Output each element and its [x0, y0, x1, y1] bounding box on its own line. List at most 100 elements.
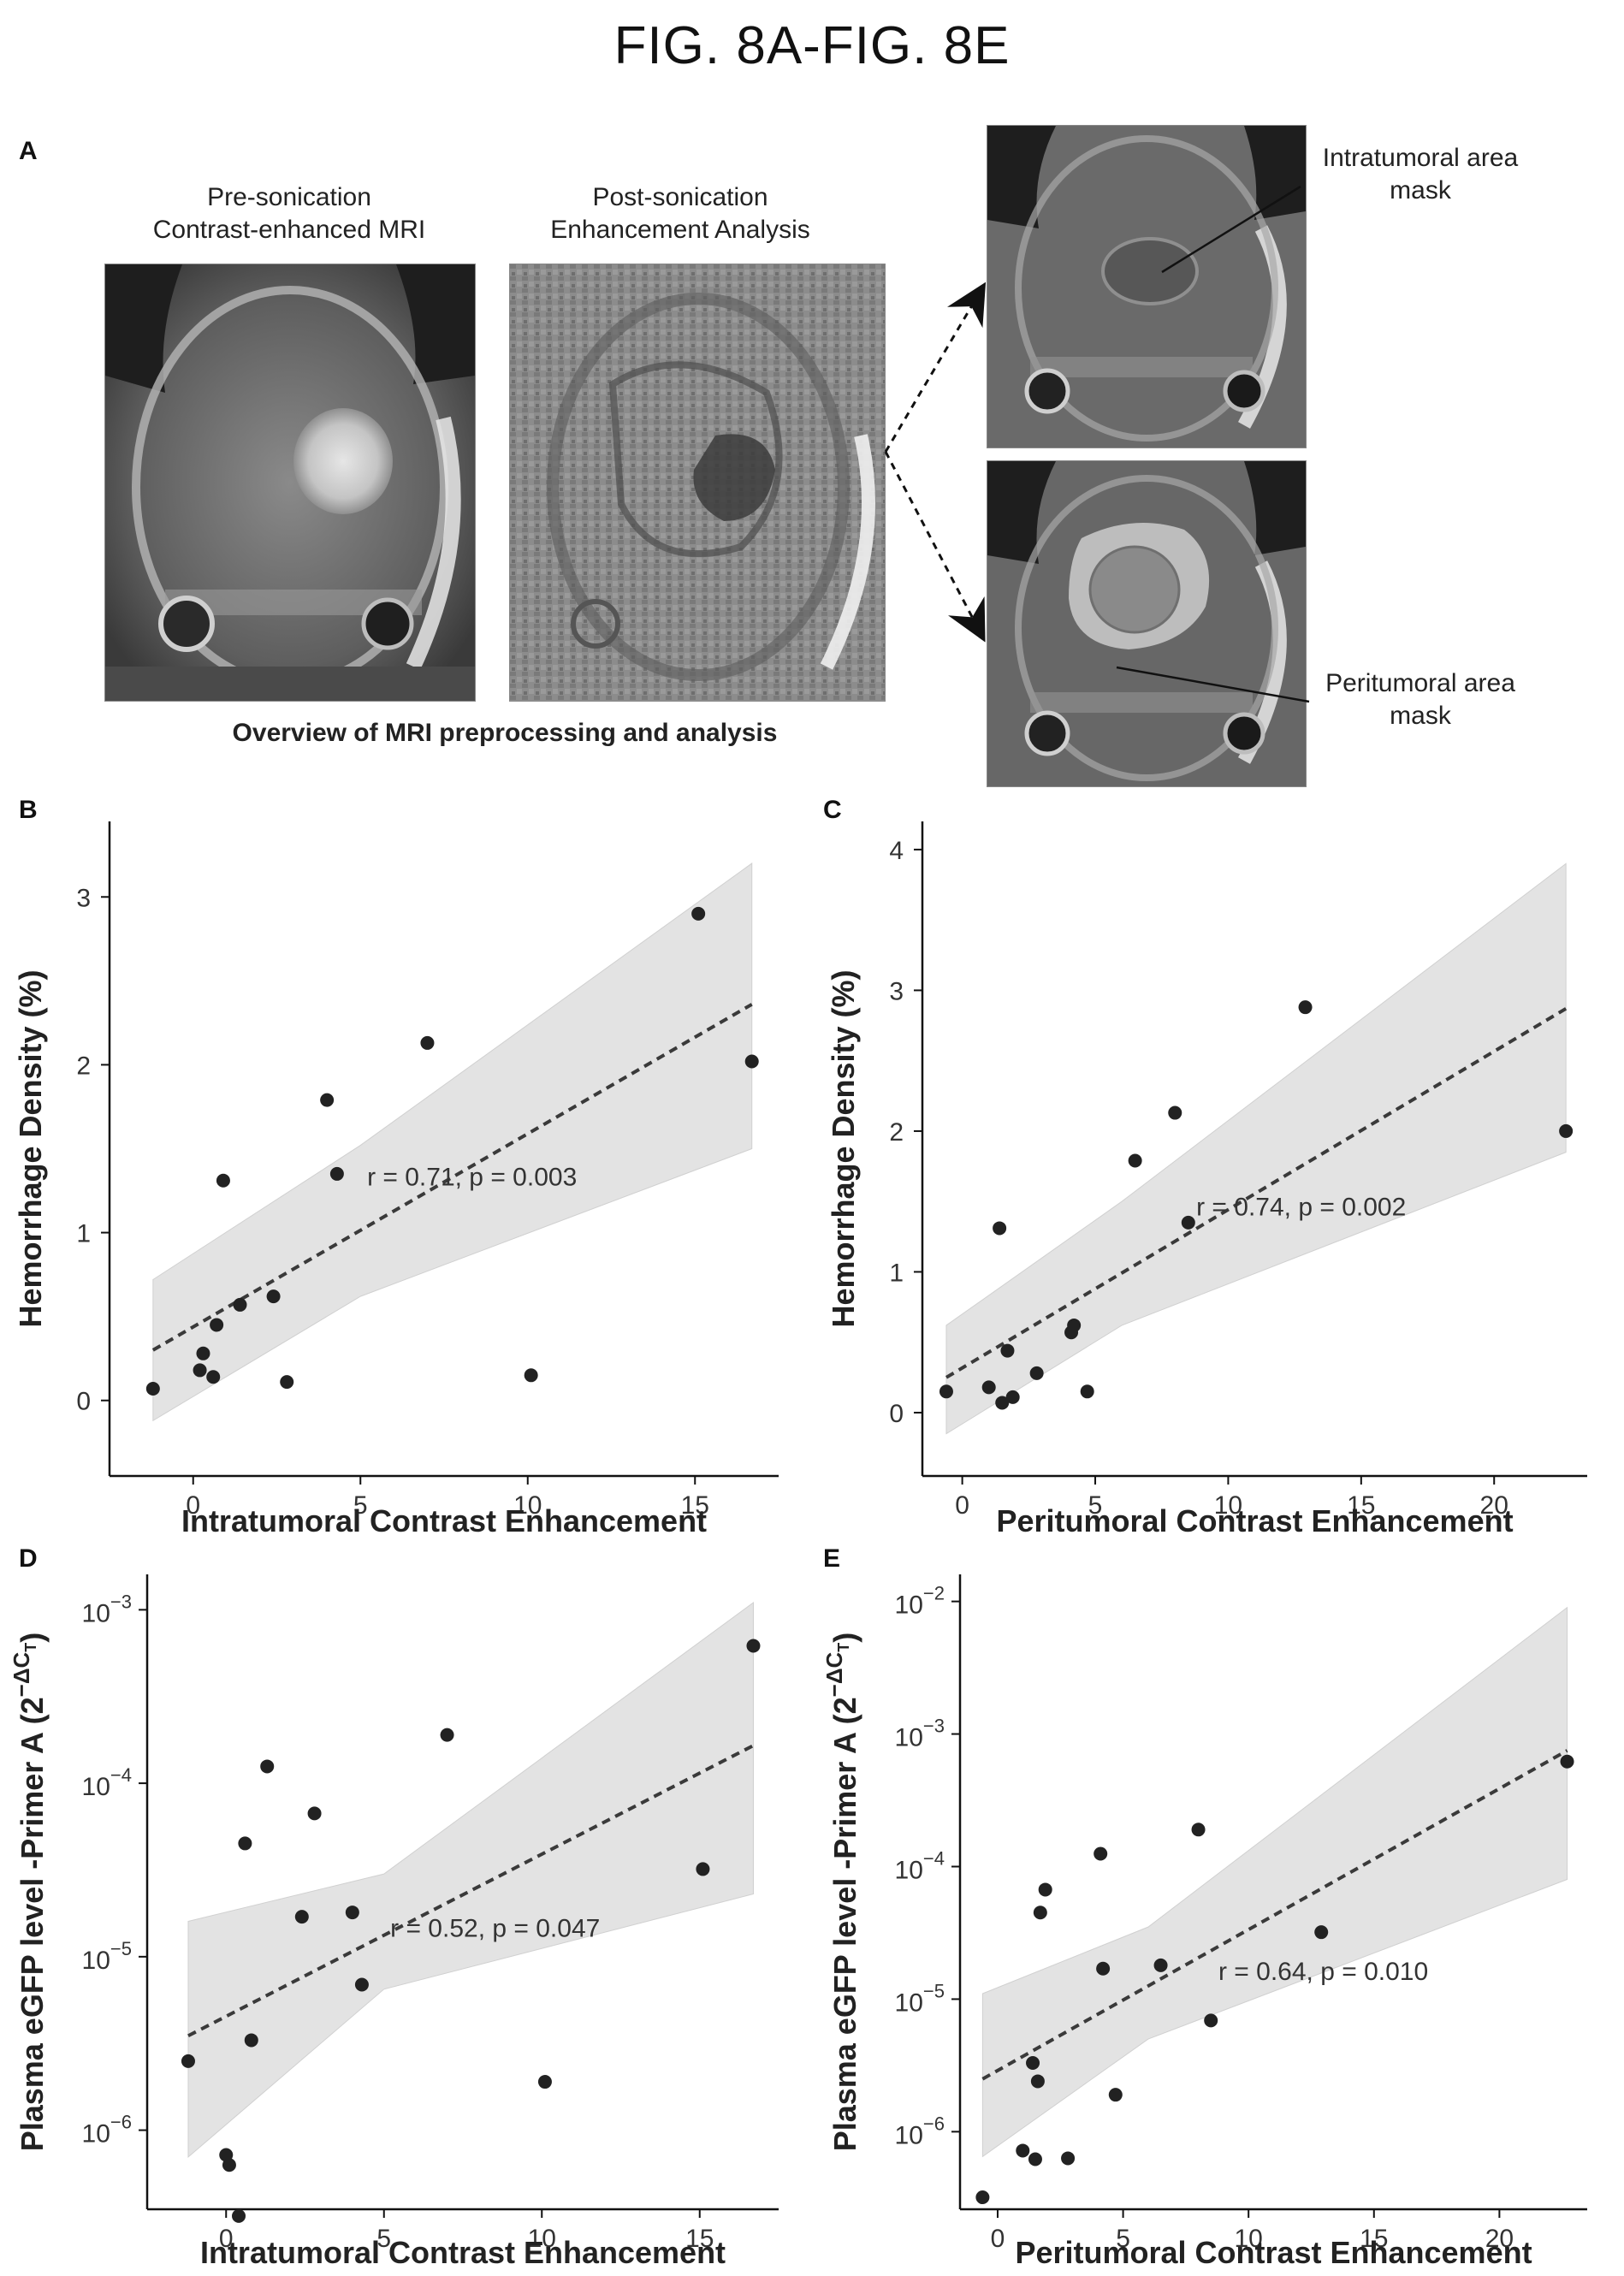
data-point-d	[345, 1906, 359, 1920]
data-point-b	[206, 1370, 221, 1384]
data-point-c	[981, 1380, 996, 1395]
post-sonication-enhancement-image	[509, 264, 886, 702]
data-point-c	[995, 1396, 1010, 1410]
confidence-band-b	[152, 862, 753, 1422]
y-tick-label-d: 10−5	[82, 1938, 132, 1975]
overview-caption: Overview of MRI preprocessing and analys…	[232, 719, 778, 747]
x-axis-label-d: Intratumoral Contrast Enhancement	[200, 2235, 726, 2270]
x-tick-label-d: 15	[685, 2225, 714, 2253]
post-sonication-caption: Post-sonication Enhancement Analysis	[501, 181, 860, 246]
data-point-e	[1061, 2151, 1076, 2166]
peritumoral-label-line2: mask	[1390, 702, 1451, 730]
data-point-b	[320, 1093, 335, 1107]
regression-line-c	[945, 1007, 1568, 1379]
peritumoral-label-line1: Peritumoral area	[1325, 669, 1515, 697]
x-tick-label-b: 10	[513, 1491, 542, 1520]
x-tick-label-d: 5	[376, 2225, 391, 2253]
confidence-band-c	[945, 862, 1567, 1435]
y-tick-label-b: 0	[76, 1388, 91, 1416]
data-point-e	[1094, 1846, 1108, 1861]
data-point-c	[1080, 1384, 1094, 1399]
x-axis-label-c: Peritumoral Contrast Enhancement	[996, 1503, 1513, 1538]
data-point-d	[696, 1862, 710, 1876]
x-tick-label-c: 15	[1347, 1491, 1375, 1520]
panel-letter-d: D	[19, 1544, 38, 1573]
data-point-d	[238, 1836, 252, 1851]
data-point-b	[329, 1166, 344, 1181]
arrow-to-intratumoral	[884, 282, 987, 453]
panel-letter-c: C	[823, 796, 842, 824]
data-point-e	[1033, 1906, 1047, 1920]
data-point-e	[1560, 1754, 1574, 1769]
y-tick-label-c: 0	[889, 1400, 904, 1428]
x-tick-label-c: 20	[1480, 1491, 1508, 1520]
data-point-b	[266, 1289, 281, 1304]
y-tick-label-b: 1	[76, 1220, 91, 1248]
chart-c: 0 5 10 15 20 0 1 2 3 4 r = 0.74, p = 0.002 Peritumo…	[826, 821, 1587, 1538]
y-tick-label-d: 10−6	[82, 2112, 132, 2149]
data-point-b	[145, 1382, 160, 1396]
data-point-e	[1204, 2013, 1218, 2028]
intratumoral-label-line2: mask	[1390, 176, 1451, 204]
data-point-c	[1067, 1318, 1082, 1332]
data-point-e	[1191, 1823, 1206, 1837]
x-tick-label-b: 0	[186, 1491, 200, 1520]
y-tick-label-c: 3	[889, 977, 904, 1005]
panel-letter-e: E	[823, 1544, 841, 1573]
data-point-d	[260, 1759, 275, 1774]
peritumoral-mask-label: Peritumoral area mask	[1292, 667, 1549, 732]
x-tick-label-c: 10	[1214, 1491, 1242, 1520]
figure-title: FIG. 8A-FIG. 8E	[613, 16, 1011, 75]
data-point-c	[1000, 1343, 1015, 1358]
peritumoral-leader-line	[1116, 666, 1310, 703]
data-point-d	[244, 2033, 258, 2048]
y-tick-label-e: 10−5	[895, 1980, 945, 2017]
y-axis-label-b: Hemorrhage Density (%)	[13, 969, 48, 1327]
x-tick-label-c: 0	[955, 1491, 969, 1520]
y-tick-label-b: 3	[76, 884, 91, 912]
intratumoral-leader-line	[1161, 185, 1301, 274]
data-point-d	[440, 1728, 454, 1742]
data-point-b	[233, 1297, 247, 1312]
data-point-b	[280, 1375, 294, 1390]
y-tick-label-c: 4	[889, 837, 904, 865]
data-point-d	[181, 2054, 195, 2068]
intratumoral-mask-label: Intratumoral area mask	[1292, 142, 1549, 207]
data-point-d	[537, 2075, 552, 2089]
correlation-annotation-d: r = 0.52, p = 0.047	[390, 1915, 600, 1943]
x-tick-label-e: 10	[1234, 2225, 1262, 2253]
pre-sonication-caption: Pre-sonication Contrast-enhanced MRI	[101, 181, 477, 246]
post-caption-line2: Enhancement Analysis	[550, 216, 810, 244]
data-point-c	[1298, 1000, 1313, 1015]
data-point-e	[1030, 2074, 1045, 2089]
y-axis-label-e: Plasma eGFP level -Primer A (2−ΔCT)	[821, 1633, 862, 2152]
x-tick-label-e: 20	[1485, 2225, 1514, 2253]
data-point-c	[1128, 1153, 1142, 1168]
correlation-annotation-b: r = 0.71, p = 0.003	[367, 1164, 577, 1192]
data-point-e	[1108, 2088, 1123, 2102]
y-tick-label-d: 10−4	[82, 1764, 132, 1801]
peritumoral-mask-image	[987, 460, 1307, 787]
panel-letter-a: A	[19, 137, 38, 165]
regression-line-e	[981, 1749, 1568, 2081]
x-tick-label-e: 15	[1360, 2225, 1388, 2253]
data-point-b	[216, 1173, 230, 1188]
y-axis-label-d: Plasma eGFP level -Primer A (2−ΔCT)	[9, 1633, 50, 2152]
data-point-e	[1028, 2152, 1042, 2166]
y-tick-label-b: 2	[76, 1052, 91, 1080]
chart-d: 0 5 10 15 10−6 10−5 10−4 10−3 r = 0.52, p = 0.04…	[9, 1574, 779, 2270]
x-tick-label-e: 0	[991, 2225, 1005, 2253]
y-tick-label-e: 10−2	[895, 1583, 945, 1620]
data-point-c	[1181, 1215, 1195, 1230]
data-point-b	[744, 1054, 759, 1069]
y-tick-label-d: 10−3	[82, 1591, 132, 1627]
panel-a-annotations	[884, 185, 1310, 703]
chart-e: 0 5 10 15 20 10−6 10−5 10−4 10−3 10−2 r = 0.64, p …	[821, 1574, 1587, 2270]
data-point-b	[524, 1368, 538, 1383]
intratumoral-mask-image	[987, 125, 1307, 448]
x-tick-label-e: 5	[1116, 2225, 1130, 2253]
x-axis-label-b: Intratumoral Contrast Enhancement	[181, 1503, 707, 1538]
intratumoral-label-line1: Intratumoral area	[1322, 144, 1519, 172]
data-point-e	[1038, 1882, 1052, 1897]
data-point-b	[691, 906, 706, 921]
